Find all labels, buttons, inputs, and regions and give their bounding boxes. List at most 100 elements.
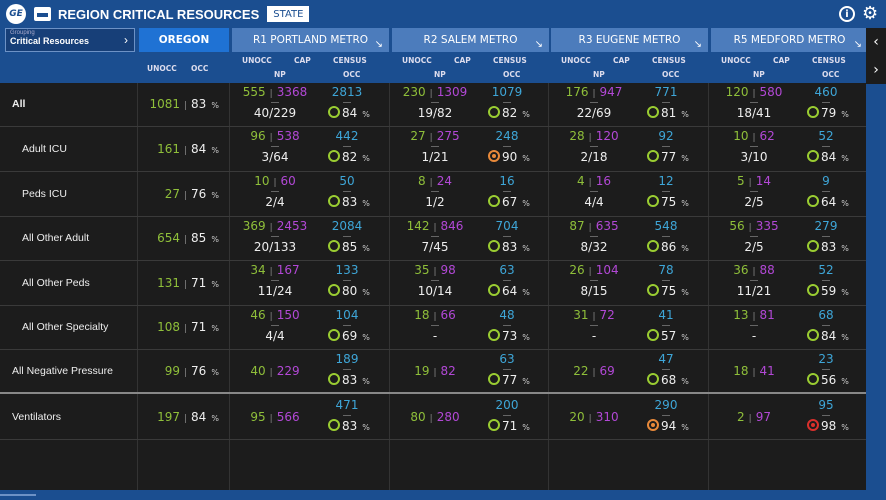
occ-cell: 83% (328, 373, 370, 387)
separator: | (592, 368, 596, 378)
region-cell: 46 | 150 4/4 104 69% (230, 306, 387, 350)
np-value: 2/4 (265, 195, 285, 209)
status-ring-icon (328, 240, 340, 252)
unocc-value: 80 (410, 410, 426, 424)
percent-sign: % (681, 423, 689, 432)
status-ring-icon (328, 150, 340, 162)
header-unocc: UNOCC (242, 56, 272, 65)
status-ring-icon (488, 284, 500, 296)
separator: | (433, 312, 437, 322)
unocc-cap: 10 | 60 (230, 174, 320, 188)
percent-sign: % (211, 279, 219, 289)
unocc-value: 10 (254, 174, 270, 188)
cap-value: 335 (755, 219, 779, 233)
unocc-value: 230 (402, 85, 426, 99)
census-value: 104 (335, 308, 359, 322)
scroll-left-button[interactable]: ‹ (866, 28, 886, 56)
unocc-cap: 120 | 580 (709, 85, 799, 99)
unocc-value: 10 (733, 129, 749, 143)
divider (662, 102, 670, 103)
divider (590, 236, 598, 237)
tab-oregon[interactable]: OREGON (139, 28, 229, 52)
occ-value: 64 (502, 284, 518, 298)
chevron-right-icon: › (124, 33, 128, 47)
separator: | (752, 312, 756, 322)
divider (431, 102, 439, 103)
separator: | (184, 145, 188, 156)
unocc-cap: 20 | 310 (549, 410, 639, 424)
tab-region[interactable]: R2 SALEM METRO ↘ (392, 28, 549, 52)
table-row[interactable]: Ventilators 197 | 84% 95 | 566 471 83% 80 | 280 200 7… (0, 396, 866, 440)
table-row[interactable]: All 1081 | 83% 555 | 3368 40/229 2813 84% 230 | 1309… (0, 83, 866, 127)
census-value: 47 (658, 352, 674, 366)
divider (271, 236, 279, 237)
unocc-value: 35 (414, 263, 430, 277)
drilldown-arrow-icon[interactable]: ↘ (534, 39, 543, 50)
resources-table: All 1081 | 83% 555 | 3368 40/229 2813 84% 230 | 1309… (0, 83, 866, 490)
percent-sign: % (362, 244, 370, 253)
drilldown-arrow-icon[interactable]: ↘ (853, 39, 862, 50)
region-cell: 18 | 66-48 73% (390, 306, 547, 350)
occ-value: 84 (821, 329, 837, 343)
occ-value: 90 (502, 150, 518, 164)
status-ring-icon (647, 150, 659, 162)
occ-value: 71 (191, 275, 207, 290)
cap-value: 66 (440, 308, 456, 322)
region-cell: 8 | 24 1/2 16 67% (390, 172, 547, 217)
region-cell: 10 | 60 2/4 50 83% (230, 172, 387, 217)
occ-cell: 84% (807, 150, 849, 164)
unocc-cap: 96 | 538 (230, 129, 320, 143)
drilldown-arrow-icon[interactable]: ↘ (374, 39, 383, 50)
divider (431, 325, 439, 326)
separator: | (748, 414, 752, 424)
table-row[interactable]: Peds ICU 27 | 76% 10 | 60 2/4 50 83% 8 | 24 1/2 16 67% 4… (0, 172, 866, 217)
table-row[interactable]: All Negative Pressure 99 | 76% 40 | 229 189 83% 1… (0, 350, 866, 394)
separator: | (184, 235, 188, 245)
unocc-value: 131 (157, 275, 180, 290)
census-value: 52 (818, 129, 834, 143)
gear-icon[interactable]: ⚙ (862, 3, 879, 24)
divider (822, 280, 830, 281)
status-ring-icon (807, 284, 819, 296)
np-value: 40/229 (253, 106, 297, 120)
occ-cell: 82% (488, 106, 530, 120)
info-icon[interactable]: i (839, 6, 855, 22)
tab-region[interactable]: R5 MEDFORD METRO ↘ (711, 28, 868, 52)
cap-value: 150 (276, 308, 300, 322)
divider (822, 236, 830, 237)
grouping-selector[interactable]: Grouping Critical Resources › (5, 28, 135, 52)
divider (662, 280, 670, 281)
percent-sign: % (211, 324, 219, 333)
region-cell: 5 | 14 2/5 9 64% (709, 172, 866, 217)
divider (822, 369, 830, 370)
table-row[interactable]: All Other Adult 654 | 85% 369 | 2453 20/133 2084… (0, 217, 866, 261)
region-cell: 19 | 82 63 77% (390, 350, 547, 394)
cap-value: 947 (599, 85, 623, 99)
separator: | (588, 267, 592, 277)
percent-sign: % (681, 288, 689, 297)
unocc-cap: 8 | 24 (390, 174, 480, 188)
scroll-right-button[interactable]: › (866, 56, 886, 84)
cap-value: 275 (436, 129, 460, 143)
np-value: 3/64 (261, 150, 289, 164)
cap-value: 120 (595, 129, 619, 143)
table-row[interactable]: All Other Specialty 108 | 71% 46 | 150 4/4 104 69… (0, 306, 866, 350)
cap-value: 310 (595, 410, 619, 424)
table-row[interactable]: All Other Peds 131 | 71% 34 | 167 11/24 133 80% 35… (0, 261, 866, 306)
tab-region[interactable]: R1 PORTLAND METRO ↘ (232, 28, 389, 52)
header-cap: CAP (773, 56, 790, 65)
table-row[interactable]: Adult ICU 161 | 84% 96 | 538 3/64 442 82% 27 | 275 1/… (0, 127, 866, 172)
occ-value: 71 (502, 419, 518, 433)
status-ring-icon (807, 329, 819, 341)
occ-value: 83 (342, 195, 358, 209)
np-value: 8/32 (580, 240, 608, 254)
cap-value: 88 (759, 263, 775, 277)
tab-region[interactable]: R3 EUGENE METRO ↘ (551, 28, 708, 52)
percent-sign: % (211, 145, 219, 155)
occ-value: 56 (821, 373, 837, 387)
np-value: 2/5 (744, 195, 764, 209)
census-value: 279 (814, 219, 838, 233)
state-button[interactable]: STATE (267, 6, 310, 22)
drilldown-arrow-icon[interactable]: ↘ (693, 39, 702, 50)
divider (750, 191, 758, 192)
